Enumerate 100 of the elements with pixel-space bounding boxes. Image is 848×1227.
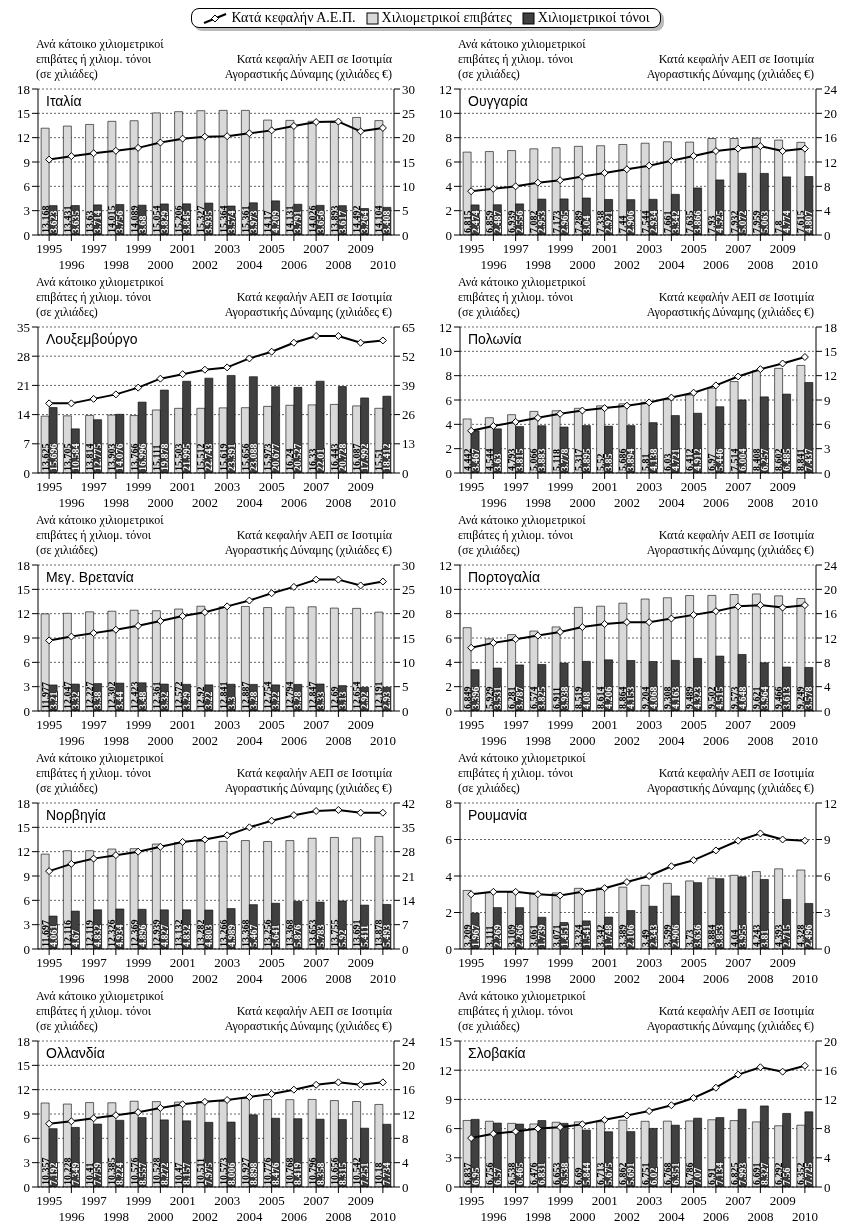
x-tick-label: 2010 — [791, 733, 818, 748]
point — [67, 1117, 76, 1126]
x-tick-label: 2010 — [791, 495, 818, 510]
point — [778, 835, 787, 844]
x-tick-label: 1998 — [524, 971, 551, 986]
point — [111, 390, 120, 399]
x-tick-label: 2005 — [258, 241, 285, 256]
x-tick-label: 2003 — [636, 479, 663, 494]
point — [734, 144, 743, 153]
point — [312, 575, 321, 584]
y-axis-title: Ανά κάτοικο χιλιομετρικοί επιβάτες ή χιλιομ. τόνοι (σε χιλιάδες) — [36, 989, 165, 1034]
point — [378, 577, 387, 586]
x-tick-label: 2010 — [369, 733, 396, 748]
point — [178, 134, 187, 143]
point — [600, 168, 609, 177]
point — [200, 132, 209, 141]
x-tick-label: 2000 — [569, 1209, 596, 1224]
x-tick-label: 2009 — [347, 479, 374, 494]
point — [67, 859, 76, 868]
point — [711, 846, 720, 855]
x-tick-label: 2002 — [613, 971, 640, 986]
point — [556, 176, 565, 185]
point — [667, 1101, 676, 1110]
y2-tick-label: 24 — [402, 1033, 416, 1049]
y-tick-label: 10 — [439, 343, 452, 359]
y2-tick-label: 0 — [402, 941, 409, 957]
data-label: 10.656 — [328, 1157, 340, 1185]
point — [89, 1114, 98, 1123]
x-tick-label: 2000 — [147, 733, 174, 748]
point — [489, 638, 498, 647]
point — [756, 365, 765, 374]
y2-tick-label: 0 — [824, 227, 831, 243]
y-tick-label: 15 — [17, 819, 30, 835]
y-tick-label: 0 — [445, 941, 452, 957]
point — [223, 1096, 232, 1105]
x-tick-label: 2004 — [236, 257, 263, 272]
y2-tick-label: 20 — [402, 606, 415, 622]
point — [245, 596, 254, 605]
x-tick-label: 1999 — [125, 955, 152, 970]
x-tick-label: 2005 — [258, 955, 285, 970]
point — [556, 891, 565, 900]
point — [178, 370, 187, 379]
point — [356, 1080, 365, 1089]
y-tick-label: 6 — [445, 832, 453, 848]
y2-tick-label: 30 — [402, 557, 415, 573]
data-label: 9.308 — [661, 686, 673, 709]
x-tick-label: 2005 — [258, 717, 285, 732]
y-tick-label: 0 — [23, 465, 30, 481]
x-tick-label: 2007 — [303, 241, 330, 256]
point — [689, 151, 698, 160]
y-axis-title: Ανά κάτοικο χιλιομετρικοί επιβάτες ή χιλιομ. τόνοι (σε χιλιάδες) — [36, 275, 165, 320]
chart-title: Ολλανδία — [44, 1045, 107, 1061]
x-tick-label: 2001 — [591, 241, 618, 256]
point — [533, 413, 542, 422]
point — [689, 388, 698, 397]
y2-axis-title: Κατά κεφαλήν ΑΕΠ σε Ισοτιμία Αγοραστικής Δύναμης (χιλιάδες €) — [223, 1004, 392, 1034]
point — [734, 836, 743, 845]
data-label: 5.317 — [572, 448, 584, 471]
x-tick-label: 2006 — [702, 257, 730, 272]
data-label: 12.361 — [150, 681, 162, 709]
y-tick-label: 9 — [23, 630, 30, 646]
y-tick-label: 9 — [23, 154, 30, 170]
y-tick-label: 21 — [17, 378, 30, 394]
point — [178, 837, 187, 846]
data-label: 3.111 — [483, 925, 495, 947]
y-tick-label: 12 — [17, 1082, 30, 1098]
x-tick-label: 2001 — [591, 955, 618, 970]
x-tick-label: 1996 — [58, 1209, 85, 1224]
x-tick-label: 2003 — [214, 955, 241, 970]
x-tick-label: 2002 — [191, 971, 218, 986]
point — [200, 365, 209, 374]
x-tick-label: 2007 — [303, 1193, 330, 1208]
x-tick-label: 2003 — [636, 241, 663, 256]
y2-tick-label: 3 — [824, 905, 831, 921]
data-label: 8.408 — [750, 448, 762, 471]
point — [134, 143, 143, 152]
x-tick-label: 1998 — [102, 733, 129, 748]
y2-tick-label: 5 — [402, 679, 409, 695]
x-tick-label: 1999 — [547, 955, 574, 970]
x-tick-label: 2003 — [214, 717, 241, 732]
x-tick-label: 2002 — [613, 257, 640, 272]
x-tick-label: 2004 — [658, 257, 685, 272]
point — [267, 1089, 276, 1098]
x-tick-label: 2002 — [191, 495, 218, 510]
x-tick-label: 1995 — [458, 1193, 485, 1208]
point — [800, 601, 809, 610]
point — [645, 618, 654, 627]
point — [356, 808, 365, 817]
x-tick-label: 1998 — [524, 1209, 551, 1224]
point — [378, 808, 387, 817]
x-tick-label: 2008 — [747, 1209, 774, 1224]
y-tick-label: 15 — [17, 581, 30, 597]
x-tick-label: 2003 — [214, 1193, 241, 1208]
point — [267, 589, 276, 598]
y2-tick-label: 13 — [402, 436, 415, 452]
x-tick-label: 1998 — [102, 495, 129, 510]
point — [111, 851, 120, 860]
y-tick-label: 12 — [439, 81, 452, 97]
x-tick-label: 2006 — [702, 971, 730, 986]
x-tick-label: 1998 — [524, 257, 551, 272]
